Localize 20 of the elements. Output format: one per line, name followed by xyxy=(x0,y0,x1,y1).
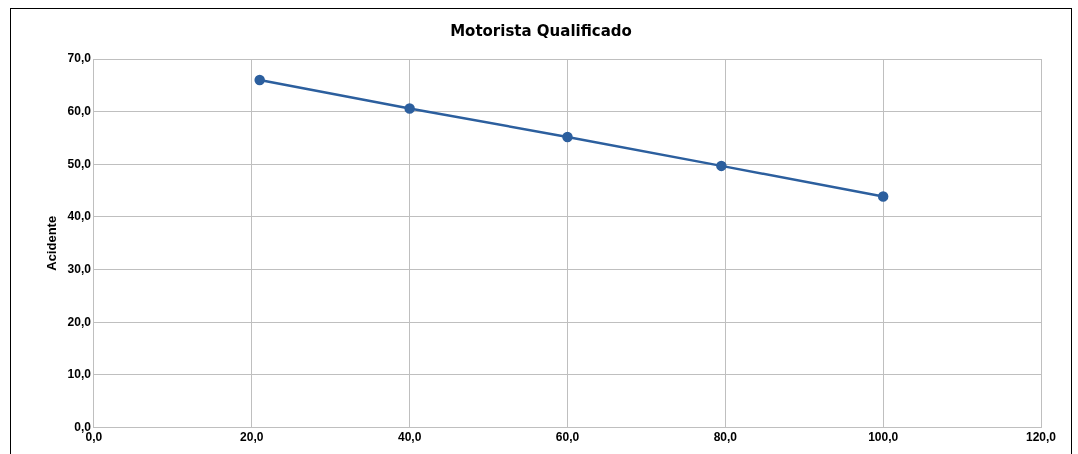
y-axis-title: Acidente xyxy=(44,215,60,271)
point xyxy=(404,103,415,114)
y-tick-label: 20,0 xyxy=(67,314,92,329)
x-tick-label: 100,0 xyxy=(868,430,899,445)
y-tick-label: 60,0 xyxy=(67,103,92,118)
point xyxy=(877,191,889,202)
y-tick-label: 10,0 xyxy=(67,367,92,382)
x-tick-label: 20,0 xyxy=(240,430,264,445)
chart-title: Motorista Qualificado xyxy=(450,21,632,40)
point xyxy=(254,74,265,86)
y-tick-label: 50,0 xyxy=(67,156,92,171)
point xyxy=(562,131,573,143)
x-tick-label: 40,0 xyxy=(397,430,422,445)
x-tick-label: 60,0 xyxy=(555,430,580,445)
y-tick-label: 70,0 xyxy=(67,51,92,66)
x-tick-label: 120,0 xyxy=(1025,430,1057,445)
x-tick-label: 80,0 xyxy=(713,430,738,445)
y-tick-label: 30,0 xyxy=(67,261,92,276)
y-tick-label: 40,0 xyxy=(67,209,92,224)
point xyxy=(716,160,727,172)
